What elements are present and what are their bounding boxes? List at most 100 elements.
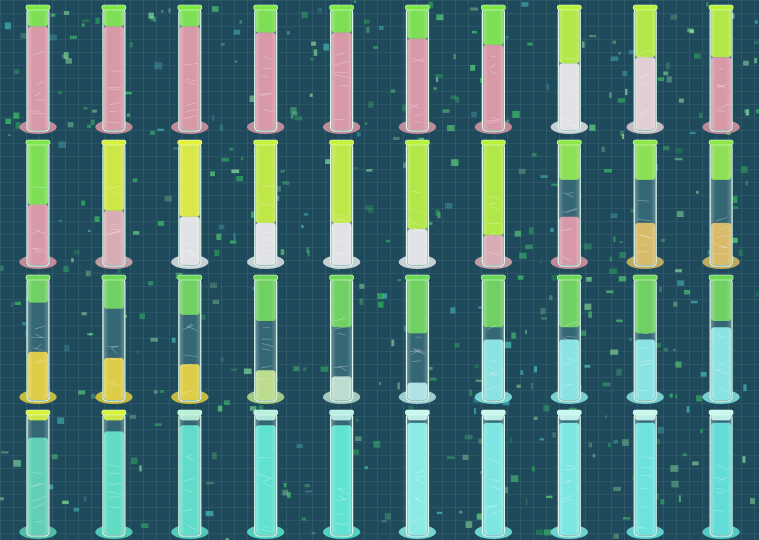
noise-speck	[511, 333, 516, 339]
noise-speck	[611, 213, 618, 218]
tube-glass-highlight	[406, 8, 428, 131]
tube-glass-highlight	[558, 413, 580, 536]
noise-speck	[531, 383, 533, 389]
noise-speck	[57, 417, 64, 424]
noise-speck	[385, 513, 391, 520]
noise-speck	[512, 111, 520, 118]
noise-speck	[505, 342, 511, 348]
noise-speck	[88, 230, 91, 232]
tube-cap	[709, 5, 733, 10]
noise-speck	[58, 91, 62, 93]
noise-speck	[701, 372, 707, 377]
noise-speck	[510, 437, 512, 443]
tube-cap	[330, 275, 354, 280]
tube-glass-highlight	[482, 413, 504, 536]
noise-speck	[70, 36, 77, 39]
noise-speck	[534, 417, 538, 420]
noise-speck	[675, 361, 681, 367]
noise-speck	[368, 101, 373, 107]
noise-speck	[550, 228, 553, 232]
noise-speck	[14, 113, 20, 119]
tube-cap	[633, 410, 657, 415]
noise-speck	[118, 269, 121, 274]
noise-speck	[304, 213, 309, 216]
noise-speck	[229, 148, 233, 151]
noise-speck	[82, 20, 89, 22]
noise-speck	[221, 43, 225, 46]
noise-speck	[8, 134, 11, 136]
noise-speck	[679, 99, 684, 103]
noise-speck	[675, 269, 682, 272]
tube-texture-stroke	[258, 379, 269, 380]
noise-speck	[89, 333, 92, 335]
noise-speck	[131, 458, 137, 465]
noise-speck	[157, 129, 164, 132]
tube-texture-stroke	[31, 337, 46, 338]
noise-speck	[222, 158, 229, 162]
noise-speck	[59, 220, 62, 222]
noise-speck	[216, 234, 221, 240]
noise-speck	[525, 245, 533, 250]
noise-speck	[305, 484, 310, 487]
noise-speck	[609, 269, 617, 274]
tube-cap	[330, 5, 354, 10]
tube-glass-highlight	[179, 143, 201, 266]
noise-speck	[616, 369, 622, 376]
noise-speck	[549, 295, 552, 300]
noise-speck	[540, 308, 545, 314]
noise-speck	[660, 499, 664, 504]
tube-cap	[405, 140, 429, 145]
noise-speck	[540, 438, 545, 440]
tube-glass-highlight	[558, 143, 580, 266]
noise-speck	[743, 61, 749, 66]
noise-speck	[91, 120, 95, 125]
noise-speck	[534, 366, 537, 372]
noise-speck	[379, 382, 381, 385]
noise-speck	[540, 261, 543, 264]
noise-speck	[687, 406, 690, 412]
tube-cap	[633, 275, 657, 280]
noise-speck	[129, 42, 133, 47]
noise-speck	[377, 293, 383, 299]
noise-speck	[82, 23, 85, 27]
noise-speck	[521, 2, 528, 7]
noise-speck	[354, 1, 357, 3]
noise-speck	[585, 365, 591, 368]
tube-cap	[102, 140, 126, 145]
noise-speck	[150, 131, 155, 135]
noise-speck	[443, 109, 450, 113]
noise-speck	[214, 250, 219, 256]
noise-speck	[520, 370, 523, 375]
tube-glass-highlight	[406, 278, 428, 401]
tube-cap	[254, 5, 278, 10]
noise-speck	[470, 8, 478, 11]
noise-speck	[504, 36, 509, 39]
noise-speck	[511, 475, 519, 482]
noise-speck	[373, 46, 378, 49]
noise-speck	[360, 298, 364, 305]
noise-speck	[386, 240, 390, 243]
noise-speck	[158, 221, 164, 226]
noise-speck	[619, 252, 626, 258]
tube-cap	[557, 5, 581, 10]
noise-speck	[673, 302, 677, 307]
noise-speck	[0, 497, 4, 500]
tube-glass-highlight	[179, 8, 201, 131]
noise-speck	[66, 58, 72, 63]
noise-speck	[154, 62, 162, 69]
tube-glass-highlight	[179, 278, 201, 401]
tube-glass-highlight	[710, 278, 732, 401]
tube-texture-stroke	[188, 219, 196, 220]
tube-glass-highlight	[482, 8, 504, 131]
noise-speck	[397, 382, 400, 389]
noise-speck	[308, 250, 310, 256]
tube-glass-highlight	[103, 413, 125, 536]
noise-speck	[677, 211, 684, 217]
noise-speck	[434, 87, 437, 90]
noise-speck	[613, 487, 621, 491]
noise-speck	[5, 119, 11, 124]
noise-speck	[95, 216, 100, 222]
noise-speck	[602, 147, 605, 152]
noise-speck	[63, 266, 68, 272]
